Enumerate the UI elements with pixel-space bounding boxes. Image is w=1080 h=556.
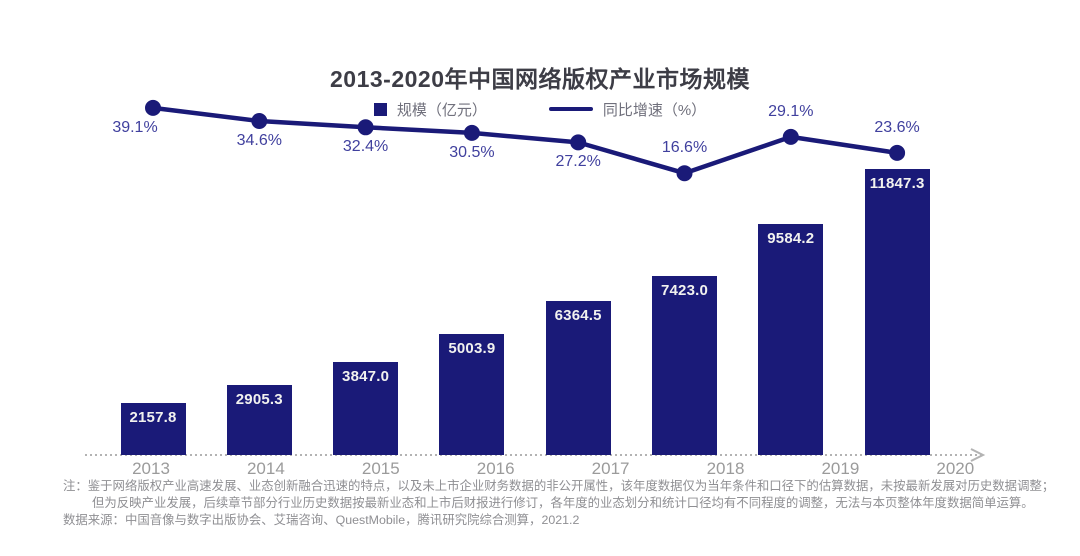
growth-line	[150, 105, 900, 176]
bar-value-label: 2157.8	[129, 408, 177, 426]
x-axis-arrow-icon	[970, 448, 986, 462]
line-point-2020	[889, 144, 906, 161]
line-point-2015	[357, 119, 374, 136]
growth-rate-label: 16.6%	[661, 139, 708, 157]
line-point-2018	[676, 165, 693, 182]
footnotes: 注：鉴于网络版权产业高速发展、业态创新融合迅速的特点，以及未上市企业财务数据的非…	[63, 478, 1055, 529]
bar-value-label: 2905.3	[235, 390, 283, 408]
bar-value-label: 7423.0	[660, 281, 709, 299]
bar-value-label: 6364.5	[554, 307, 602, 325]
bar-2018: 7423.0	[652, 275, 717, 455]
x-axis-tick-label: 2014	[246, 459, 285, 478]
legend-item-scale: 规模（亿元）	[373, 99, 487, 120]
line-point-2019	[782, 128, 799, 145]
line-series-swatch-icon	[548, 107, 593, 111]
bar-2015: 3847.0	[333, 362, 399, 455]
growth-rate-label: 34.6%	[236, 132, 282, 149]
bar-2013: 2157.8	[120, 402, 186, 455]
line-point-2017	[570, 134, 587, 151]
bar-2016: 5003.9	[439, 334, 505, 455]
legend-bar-label: 规模（亿元）	[396, 101, 487, 119]
line-point-2016	[463, 124, 480, 141]
bar-value-label: 3847.0	[342, 368, 390, 386]
growth-rate-label: 39.1%	[112, 118, 158, 136]
growth-rate-label: 23.6%	[874, 118, 920, 136]
bar-value-label: 9584.2	[767, 229, 815, 247]
legend: 规模（亿元） 同比增速（%）	[0, 99, 1080, 119]
growth-rate-label: 32.4%	[342, 138, 389, 156]
x-axis-tick-label: 2019	[821, 459, 860, 478]
bar-2019: 9584.2	[758, 223, 824, 455]
x-axis-tick-label: 2018	[706, 459, 745, 478]
bar-2014: 2905.3	[226, 384, 292, 455]
line-point-2014	[251, 113, 268, 129]
footnote-source: 数据来源：中国音像与数字出版协会、艾瑞咨询、QuestMobile，腾讯研究院综…	[63, 513, 580, 527]
legend-item-growth: 同比增速（%）	[548, 99, 707, 120]
footnote-line: 注：鉴于网络版权产业高速发展、业态创新融合迅速的特点，以及未上市企业财务数据的非…	[63, 479, 1055, 493]
bar-2017: 6364.5	[545, 301, 611, 455]
line-point-2013	[145, 99, 161, 116]
x-axis-tick-label: 2020	[936, 459, 975, 478]
x-axis-tick-label: 2015	[361, 459, 400, 478]
x-axis-tick-label: 2013	[132, 459, 170, 478]
legend-line-label: 同比增速（%）	[602, 101, 707, 119]
footnote-line: 但为反映产业发展，后续章节部分行业历史数据按最新业态和上市后财报进行修订，各年度…	[92, 496, 1034, 510]
bar-2020: 11847.3	[864, 169, 930, 455]
chart-title: 2013-2020年中国网络版权产业市场规模	[330, 66, 750, 92]
growth-rate-label: 30.5%	[449, 143, 495, 161]
x-axis-tick-label: 2016	[476, 459, 515, 478]
growth-rate-label: 29.1%	[768, 102, 814, 120]
x-axis-tick-label: 2017	[591, 459, 630, 478]
bar-value-label: 11847.3	[869, 175, 925, 192]
bar-series-swatch-icon	[373, 102, 387, 116]
growth-rate-label: 27.2%	[555, 153, 601, 171]
bar-value-label: 5003.9	[448, 340, 496, 358]
